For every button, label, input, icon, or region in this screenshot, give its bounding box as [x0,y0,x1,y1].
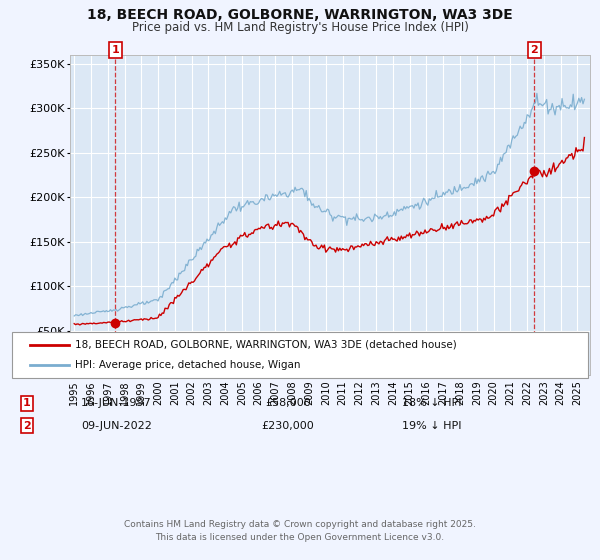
Text: 1: 1 [23,398,31,408]
Text: 18, BEECH ROAD, GOLBORNE, WARRINGTON, WA3 3DE: 18, BEECH ROAD, GOLBORNE, WARRINGTON, WA… [87,8,513,22]
Text: This data is licensed under the Open Government Licence v3.0.: This data is licensed under the Open Gov… [155,533,445,542]
Text: 2: 2 [23,421,31,431]
Text: 18% ↓ HPI: 18% ↓ HPI [402,398,462,408]
Text: 2: 2 [530,45,538,55]
Text: 09-JUN-2022: 09-JUN-2022 [81,421,152,431]
Text: HPI: Average price, detached house, Wigan: HPI: Average price, detached house, Wiga… [75,360,301,370]
Text: £230,000: £230,000 [262,421,314,431]
Text: Contains HM Land Registry data © Crown copyright and database right 2025.: Contains HM Land Registry data © Crown c… [124,520,476,529]
Text: Price paid vs. HM Land Registry's House Price Index (HPI): Price paid vs. HM Land Registry's House … [131,21,469,34]
Text: £58,000: £58,000 [265,398,311,408]
Text: 18, BEECH ROAD, GOLBORNE, WARRINGTON, WA3 3DE (detached house): 18, BEECH ROAD, GOLBORNE, WARRINGTON, WA… [75,340,457,350]
Text: 1: 1 [112,45,119,55]
Text: 16-JUN-1997: 16-JUN-1997 [81,398,152,408]
Text: 19% ↓ HPI: 19% ↓ HPI [402,421,462,431]
